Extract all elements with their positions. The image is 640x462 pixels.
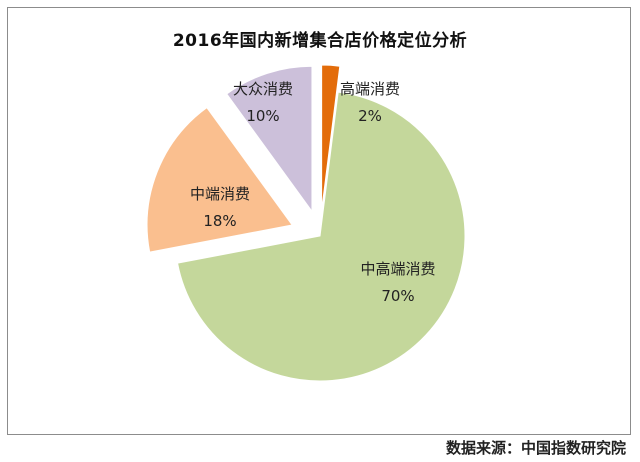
- pie-slice-4: [226, 65, 313, 213]
- pie-slice-2: [176, 91, 466, 382]
- slice-label-2: 中高端消费: [360, 260, 435, 278]
- slice-value-4: 10%: [246, 107, 279, 125]
- pie-slice-1: [321, 64, 341, 211]
- data-source-note: 数据来源：中国指数研究院: [445, 439, 626, 457]
- pie-slice-3: [146, 106, 293, 253]
- slice-label-4: 大众消费: [233, 80, 293, 98]
- slice-value-1: 2%: [358, 107, 382, 125]
- slice-label-1: 高端消费: [340, 80, 400, 98]
- slice-value-2: 70%: [381, 287, 414, 305]
- chart-title: 2016年国内新增集合店价格定位分析: [172, 31, 468, 51]
- slice-value-3: 18%: [203, 212, 236, 230]
- slice-label-3: 中端消费: [190, 185, 250, 203]
